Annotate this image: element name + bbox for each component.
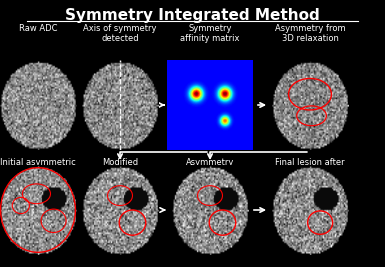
Text: Axis of symmetry
detected: Axis of symmetry detected [83, 24, 157, 44]
Text: f: f [273, 138, 276, 148]
Text: d: d [1, 243, 7, 253]
Text: c: c [173, 138, 178, 148]
Text: Asymmetry
after fusion: Asymmetry after fusion [186, 158, 234, 177]
Text: Symmetry
affinity matrix: Symmetry affinity matrix [180, 24, 240, 44]
Text: e: e [83, 243, 89, 253]
Text: h: h [273, 243, 279, 253]
Text: b: b [83, 138, 89, 148]
Text: Asymmetry from
3D relaxation: Asymmetry from 3D relaxation [275, 24, 345, 44]
Text: g: g [173, 243, 179, 253]
Text: Symmetry Integrated Method: Symmetry Integrated Method [65, 8, 320, 23]
Text: a: a [1, 138, 7, 148]
Text: Modified
asymmetry by
kurtosis-skewness: Modified asymmetry by kurtosis-skewness [82, 158, 158, 188]
Text: Raw ADC: Raw ADC [19, 24, 57, 33]
Text: Initial asymmetric
regions
by region growing: Initial asymmetric regions by region gro… [0, 158, 76, 188]
Text: Final lesion after
GMM/EM
classification: Final lesion after GMM/EM classification [275, 158, 345, 188]
